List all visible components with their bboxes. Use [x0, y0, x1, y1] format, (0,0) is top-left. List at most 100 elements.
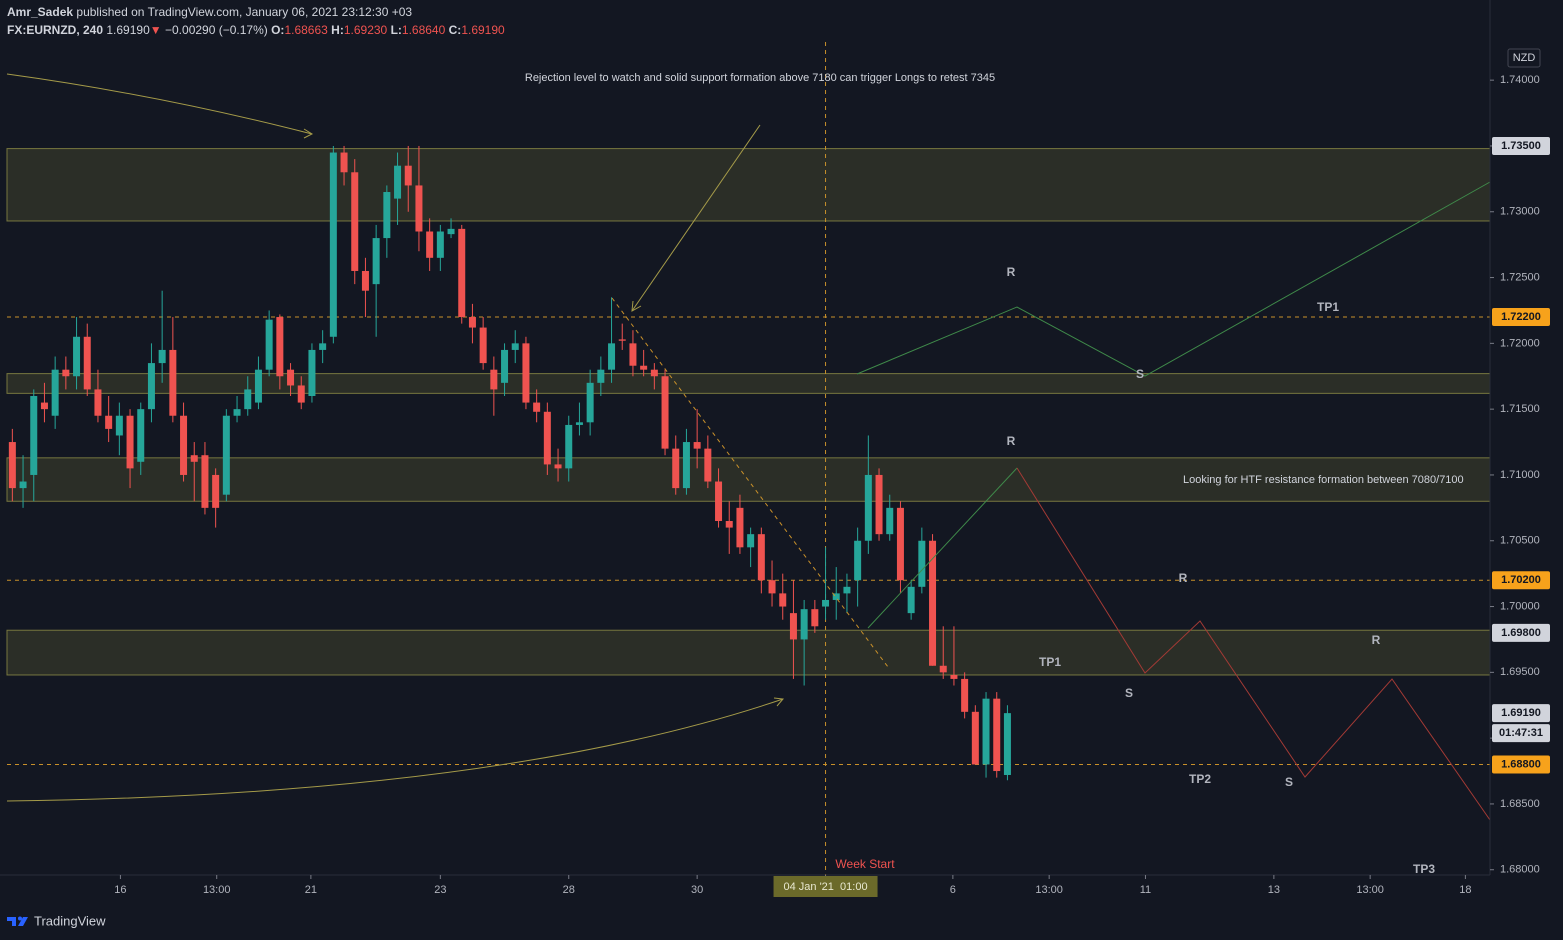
marker: TP1	[1039, 655, 1061, 669]
price-label-box	[1492, 623, 1550, 642]
y-tick-label: 1.71500	[1500, 403, 1540, 415]
candle-body	[126, 415, 134, 469]
x-tick-label: 28	[563, 884, 575, 896]
marker: R	[1372, 633, 1381, 647]
y-tick-label: 1.69500	[1500, 666, 1540, 678]
candle-body	[394, 165, 402, 199]
arrow-head	[773, 697, 784, 707]
candle-body	[30, 395, 38, 475]
candle-body	[222, 415, 230, 495]
projection-path	[1016, 467, 1491, 821]
candle-body	[265, 319, 273, 370]
candle-body	[511, 343, 519, 350]
candle-body	[896, 507, 904, 581]
y-tick-label: 1.70500	[1500, 535, 1540, 547]
candle-body	[19, 481, 27, 489]
note: Rejection level to watch and solid suppo…	[525, 72, 995, 84]
x-tick-label: 13:00	[1035, 884, 1063, 896]
x-tick-label: 16	[114, 884, 126, 896]
countdown-box	[1492, 724, 1550, 743]
candle-body	[447, 228, 455, 235]
o-label: O:	[271, 23, 285, 37]
x-tick-label: 30	[691, 884, 703, 896]
candle-body	[372, 238, 380, 285]
candle-body	[244, 389, 252, 410]
price-label-box	[1492, 571, 1550, 590]
candle-body	[757, 534, 765, 581]
candle-body	[854, 540, 862, 581]
footer	[0, 900, 1563, 940]
candle-body	[115, 415, 123, 436]
candle-body	[340, 152, 348, 173]
price-label: 1.68800	[1501, 758, 1541, 770]
candle-body	[864, 474, 872, 541]
candle-body	[618, 339, 626, 341]
candle-body	[779, 593, 787, 607]
candle-body	[83, 336, 91, 390]
marker: TP3	[1413, 862, 1435, 876]
x-tick-label: 13:00	[203, 884, 231, 896]
marker: R	[1007, 434, 1016, 448]
symbol: FX:EURNZD, 240	[7, 23, 104, 37]
candle-body	[468, 317, 476, 328]
note: Looking for HTF resistance formation bet…	[1183, 474, 1464, 486]
author: Amr_Sadek	[7, 5, 74, 19]
candle-body	[800, 609, 808, 640]
candle-body	[62, 369, 70, 377]
trend-line	[611, 297, 889, 668]
candle-body	[886, 507, 894, 535]
header-line: FX:EURNZD, 240 1.69190▼ −0.00290 (−0.17%…	[7, 23, 505, 37]
candle-body	[789, 613, 797, 640]
open: 1.68663	[284, 23, 328, 37]
y-tick-label: 1.73000	[1500, 206, 1540, 218]
candle-body	[768, 580, 776, 594]
candle-body	[158, 349, 166, 364]
marker: TP1	[1317, 300, 1339, 314]
arrow	[631, 124, 761, 312]
y-tick-label: 1.68500	[1500, 798, 1540, 810]
price-label: 1.69190	[1501, 707, 1541, 719]
countdown: 01:47:31	[1499, 727, 1543, 739]
price-label-box	[1492, 136, 1550, 155]
candle-body	[843, 586, 851, 594]
plot	[6, 42, 1491, 875]
candle-body	[276, 317, 284, 377]
marker: S	[1125, 686, 1133, 700]
candle-body	[822, 599, 830, 607]
annotations: Rejection level to watch and solid suppo…	[525, 72, 1464, 876]
low: 1.68640	[401, 23, 446, 37]
close: 1.69190	[461, 23, 505, 37]
candle-body	[479, 327, 487, 364]
candle-body	[404, 165, 412, 186]
brand: TradingView	[34, 913, 106, 928]
candle-body	[297, 385, 305, 403]
price-label: 1.72200	[1501, 311, 1541, 323]
projection-path	[867, 467, 1018, 629]
curved-arrow	[6, 698, 784, 802]
candle-body	[415, 185, 423, 232]
candle-body	[715, 481, 723, 522]
candle-body	[875, 474, 883, 535]
candle-body	[533, 402, 541, 412]
change: −0.00290 (−0.17%)	[165, 23, 268, 37]
candle-body	[201, 455, 209, 508]
candle-body	[725, 521, 733, 528]
marker: S	[1136, 367, 1144, 381]
price-label: 1.69800	[1501, 627, 1541, 639]
candle-body	[351, 172, 359, 271]
candle-body	[543, 411, 551, 465]
crosshair-label: 04 Jan '21 01:00	[784, 881, 868, 893]
candle-body	[682, 442, 690, 489]
high: 1.69230	[343, 23, 388, 37]
note: Week Start	[835, 857, 895, 871]
price-label-box	[1492, 704, 1550, 723]
unit-box	[1507, 48, 1541, 68]
candle-body	[971, 711, 979, 765]
candle-body	[329, 152, 337, 337]
candle-body	[94, 389, 102, 416]
candle-body	[361, 270, 369, 291]
price-axis: 1.680001.685001.690001.695001.700001.705…	[0, 0, 1550, 897]
zone	[6, 373, 1491, 394]
candle-body	[672, 448, 680, 489]
